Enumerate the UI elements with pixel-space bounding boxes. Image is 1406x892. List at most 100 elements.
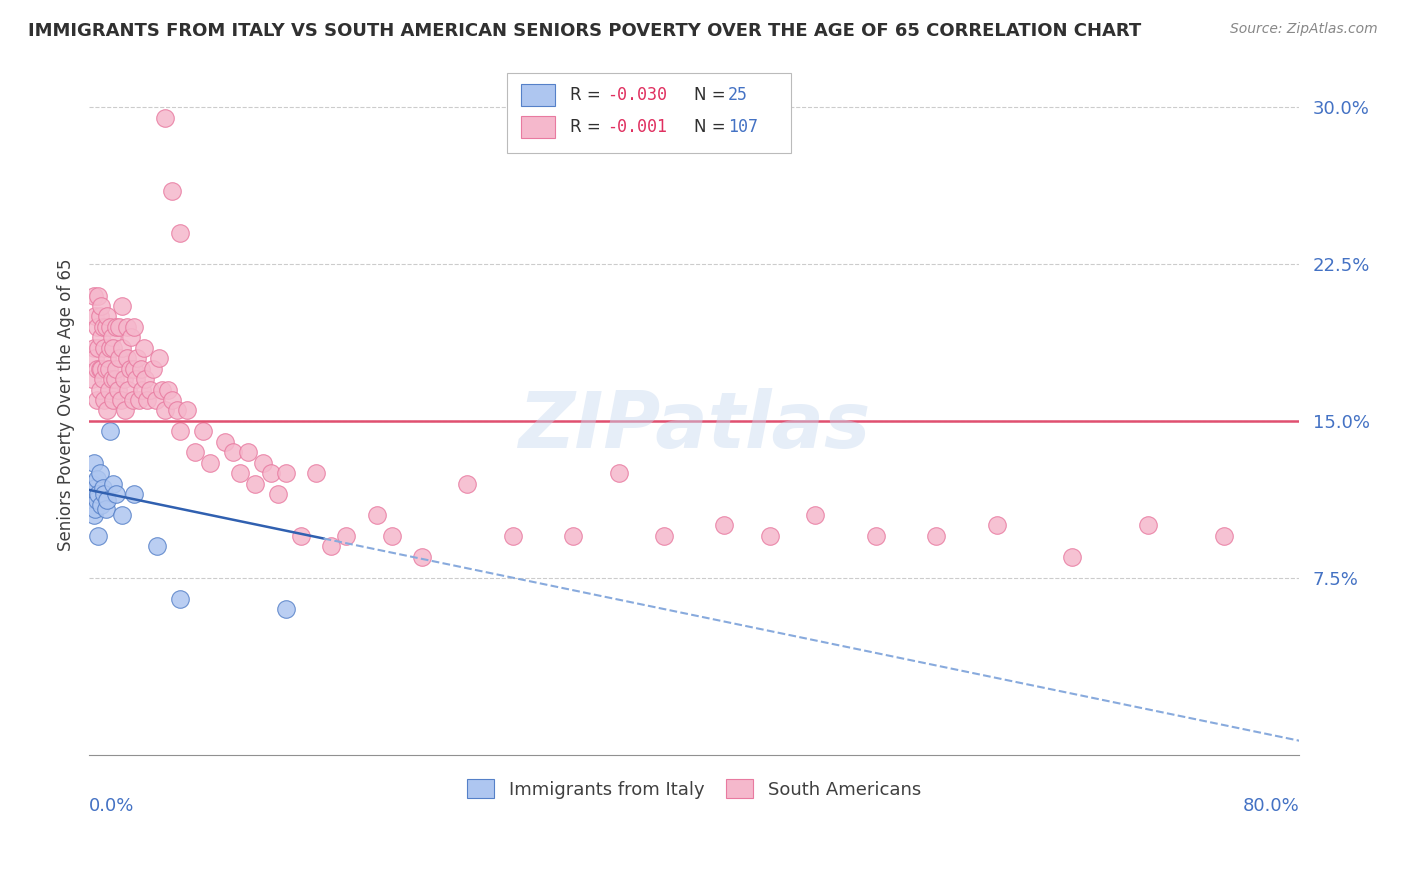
Point	[105, 319, 128, 334]
Point	[124, 361, 146, 376]
Point	[166, 403, 188, 417]
Point	[98, 425, 121, 439]
Point	[83, 508, 105, 522]
Point	[83, 341, 105, 355]
Point	[89, 383, 111, 397]
Point	[198, 456, 221, 470]
Point	[93, 487, 115, 501]
Point	[169, 226, 191, 240]
Point	[91, 372, 114, 386]
Point	[124, 487, 146, 501]
Point	[91, 319, 114, 334]
Point	[150, 383, 173, 397]
Point	[103, 476, 125, 491]
Point	[84, 481, 107, 495]
Point	[411, 549, 433, 564]
Text: 80.0%: 80.0%	[1243, 797, 1299, 815]
Point	[120, 330, 142, 344]
Point	[274, 466, 297, 480]
Point	[90, 330, 112, 344]
Point	[107, 383, 129, 397]
Point	[125, 372, 148, 386]
Point	[79, 487, 101, 501]
Point	[108, 319, 131, 334]
Point	[142, 361, 165, 376]
Point	[118, 361, 141, 376]
Point	[305, 466, 328, 480]
Point	[104, 372, 127, 386]
FancyBboxPatch shape	[506, 72, 792, 153]
Point	[236, 445, 259, 459]
Point	[90, 299, 112, 313]
Point	[86, 392, 108, 407]
Text: -0.001: -0.001	[607, 119, 666, 136]
Text: Source: ZipAtlas.com: Source: ZipAtlas.com	[1230, 22, 1378, 37]
Point	[366, 508, 388, 522]
Point	[138, 383, 160, 397]
Point	[115, 319, 138, 334]
Text: N =: N =	[695, 86, 731, 104]
Point	[96, 493, 118, 508]
Point	[111, 299, 134, 313]
Point	[169, 425, 191, 439]
Point	[83, 456, 105, 470]
Point	[986, 518, 1008, 533]
Point	[100, 372, 122, 386]
Text: -0.030: -0.030	[607, 86, 666, 104]
Point	[129, 361, 152, 376]
Text: R =: R =	[569, 119, 606, 136]
Point	[607, 466, 630, 480]
Point	[335, 529, 357, 543]
Point	[145, 392, 167, 407]
Point	[108, 351, 131, 366]
Point	[148, 351, 170, 366]
Point	[652, 529, 675, 543]
Point	[84, 351, 107, 366]
Point	[94, 501, 117, 516]
Point	[105, 361, 128, 376]
Point	[97, 361, 120, 376]
Point	[82, 476, 104, 491]
Point	[153, 111, 176, 125]
Point	[86, 361, 108, 376]
Point	[117, 383, 139, 397]
Point	[124, 319, 146, 334]
Point	[84, 501, 107, 516]
Point	[290, 529, 312, 543]
Point	[97, 383, 120, 397]
Bar	[522, 84, 555, 106]
Text: IMMIGRANTS FROM ITALY VS SOUTH AMERICAN SENIORS POVERTY OVER THE AGE OF 65 CORRE: IMMIGRANTS FROM ITALY VS SOUTH AMERICAN …	[28, 22, 1142, 40]
Point	[127, 351, 149, 366]
Point	[562, 529, 585, 543]
Point	[169, 591, 191, 606]
Point	[89, 466, 111, 480]
Point	[135, 392, 157, 407]
Point	[90, 498, 112, 512]
Point	[96, 403, 118, 417]
Point	[89, 361, 111, 376]
Point	[93, 341, 115, 355]
Point	[111, 508, 134, 522]
Text: 107: 107	[728, 119, 758, 136]
Point	[89, 310, 111, 324]
Point	[94, 361, 117, 376]
Point	[83, 288, 105, 302]
Point	[115, 351, 138, 366]
Point	[156, 383, 179, 397]
Point	[96, 310, 118, 324]
Point	[111, 341, 134, 355]
Point	[713, 518, 735, 533]
Point	[162, 392, 184, 407]
Point	[86, 493, 108, 508]
Point	[502, 529, 524, 543]
Point	[131, 383, 153, 397]
Point	[162, 184, 184, 198]
Point	[245, 476, 267, 491]
Point	[100, 330, 122, 344]
Legend: Immigrants from Italy, South Americans: Immigrants from Italy, South Americans	[460, 772, 928, 805]
Point	[98, 341, 121, 355]
Point	[1062, 549, 1084, 564]
Point	[103, 392, 125, 407]
Point	[132, 341, 155, 355]
Point	[759, 529, 782, 543]
